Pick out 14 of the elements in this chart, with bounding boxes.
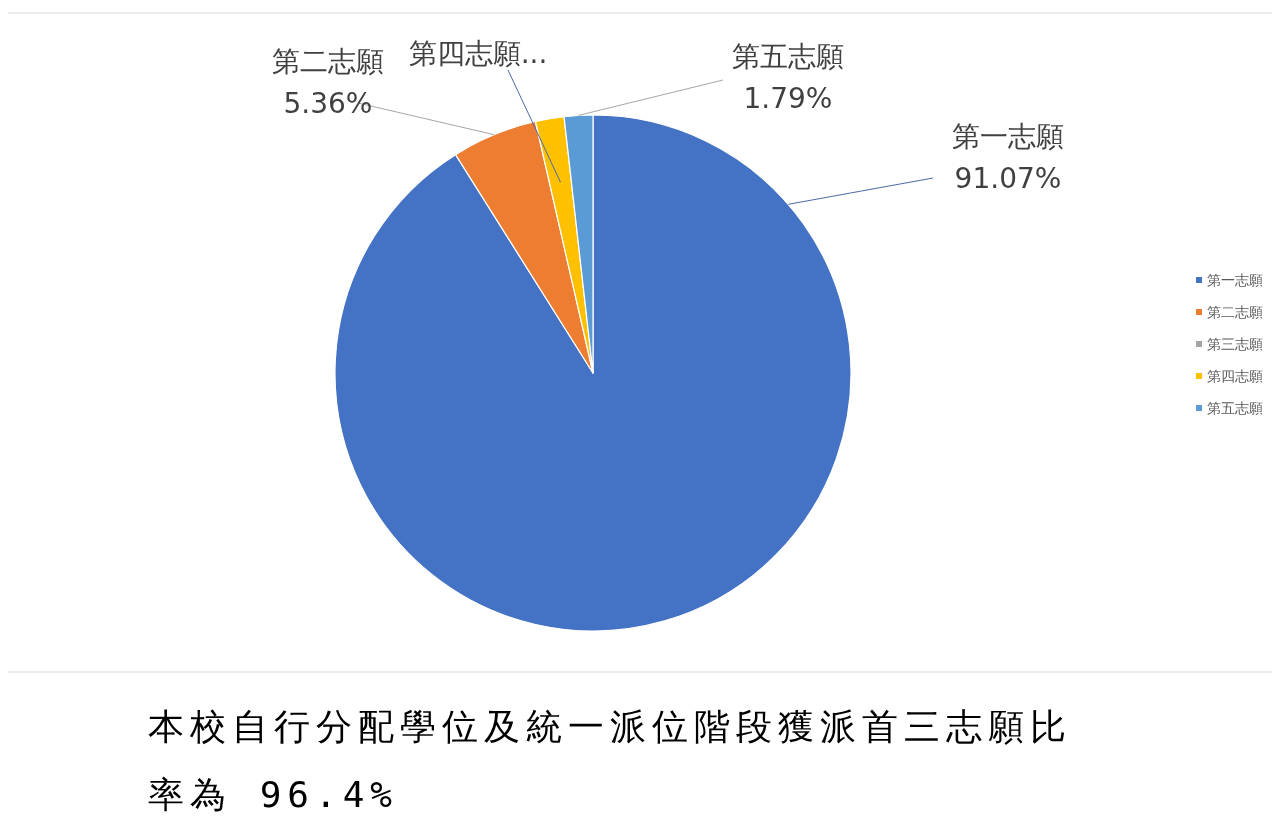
slice-label: 第二志願 [272,45,384,78]
slice-label: 第五志願 [732,40,844,73]
legend-label: 第二志願 [1207,304,1263,320]
slice-label: 第一志願 [952,120,1064,153]
data-label: 5.36% [283,87,373,120]
legend-label: 第三志願 [1207,336,1263,352]
pie-slice [334,114,852,632]
text: 第四志願... [408,37,548,70]
legend-label: 第五志願 [1207,400,1263,416]
legend-label: 第四志願 [1207,368,1263,384]
legend-label: 第一志願 [1207,272,1263,288]
data-label: 1.79% [743,82,833,115]
text: 本校自行分配學位及統一派位階段獲派首三志願比率為 96.4% [147,705,1073,817]
data-label: 91.07% [954,162,1062,195]
